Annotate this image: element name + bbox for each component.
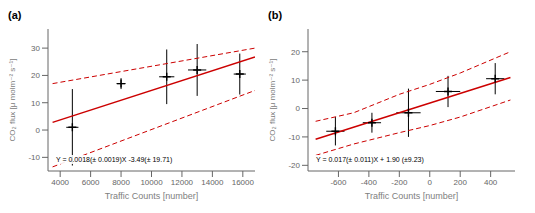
svg-text:10: 10 [291,76,300,85]
svg-text:30: 30 [31,44,40,53]
svg-text:20: 20 [31,71,40,80]
svg-text:16000: 16000 [232,178,255,187]
svg-text:6000: 6000 [82,178,100,187]
svg-text:20: 20 [291,48,300,57]
svg-text:CO₂ flux [μ molm⁻² s⁻¹]: CO₂ flux [μ molm⁻² s⁻¹] [268,59,277,142]
html-text:(a): (a) [8,9,22,21]
svg-text:0: 0 [296,104,301,113]
svg-text:400: 400 [484,178,498,187]
svg-text:8000: 8000 [112,178,130,187]
svg-text:200: 200 [454,178,468,187]
svg-text:14000: 14000 [201,178,224,187]
svg-text:12000: 12000 [171,178,194,187]
svg-text:0: 0 [428,178,433,187]
svg-text:-10: -10 [28,153,40,162]
svg-text:0: 0 [36,126,41,135]
svg-text:10: 10 [31,99,40,108]
html-text:Y = 0.017(± 0.011)X + 1.90 (±9: Y = 0.017(± 0.011)X + 1.90 (±9.23) [316,156,424,163]
svg-text:4000: 4000 [51,178,69,187]
html-text:(b): (b) [268,9,282,21]
svg-text:-20: -20 [288,161,300,170]
svg-text:Traffic Counts [number]: Traffic Counts [number] [105,191,199,201]
svg-text:Traffic Counts [number]: Traffic Counts [number] [365,191,459,201]
svg-text:-10: -10 [288,133,300,142]
svg-text:10000: 10000 [140,178,163,187]
svg-text:CO₂ flux [μ molm⁻² s⁻¹]: CO₂ flux [μ molm⁻² s⁻¹] [8,59,17,142]
svg-text:-600: -600 [330,178,347,187]
svg-text:-200: -200 [391,178,408,187]
svg-text:-400: -400 [361,178,378,187]
html-text:Y = 0.0018(± 0.0019)X -3.49(±: Y = 0.0018(± 0.0019)X -3.49(± 19.71) [56,156,173,163]
